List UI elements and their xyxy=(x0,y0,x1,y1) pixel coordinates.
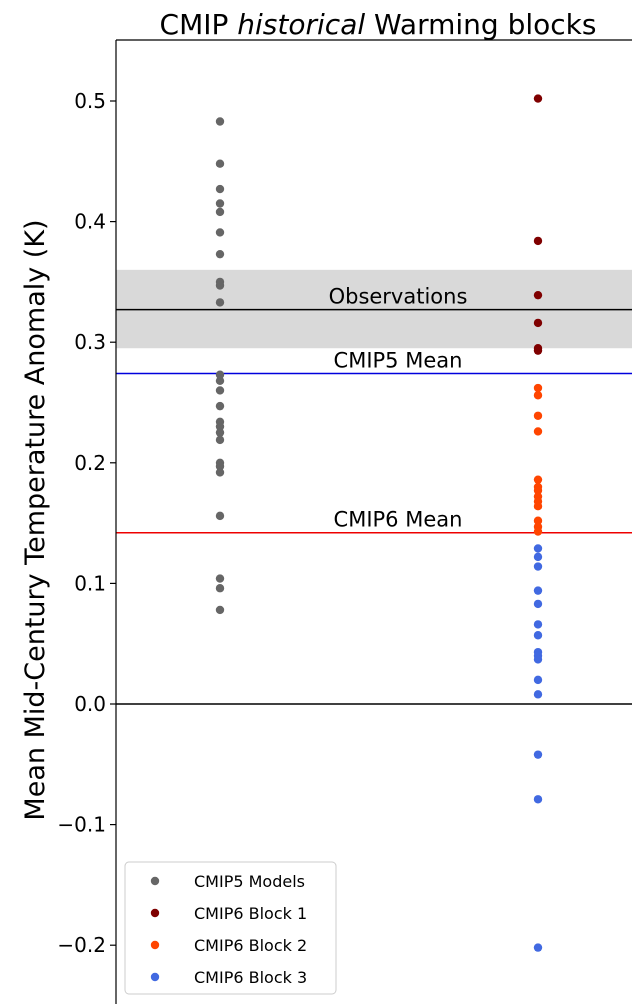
point-cmip6-block-3-11 xyxy=(533,690,543,699)
point-cmip5-models-1 xyxy=(215,159,225,168)
point-cmip6-block-3-1 xyxy=(533,552,543,562)
point-cmip5-models-13 xyxy=(215,401,225,411)
y-tick-label: 0.1 xyxy=(74,571,106,595)
point-cmip6-block-1-0 xyxy=(533,94,543,103)
point-cmip6-block-2-0 xyxy=(533,383,543,393)
point-cmip6-block-3-0 xyxy=(533,544,543,553)
y-tick-label: 0.3 xyxy=(74,330,106,354)
y-tick-label: 0.2 xyxy=(74,451,106,475)
point-cmip6-block-3-6 xyxy=(533,631,543,640)
point-cmip5-models-23 xyxy=(215,584,225,593)
annotation-cmip5-mean: CMIP5 Mean xyxy=(334,349,463,373)
point-cmip6-block-1-1 xyxy=(533,236,543,246)
point-cmip6-block-2-1 xyxy=(533,391,543,400)
point-cmip6-block-2-6 xyxy=(533,486,543,495)
point-cmip6-block-3-14 xyxy=(533,943,543,952)
point-cmip5-models-2 xyxy=(215,184,225,194)
point-cmip5-models-15 xyxy=(215,422,225,431)
legend-marker-cmip5-models xyxy=(150,876,160,886)
point-cmip5-models-17 xyxy=(215,435,225,445)
point-cmip6-block-3-10 xyxy=(533,675,543,685)
legend-label-cmip6-block-3: CMIP6 Block 3 xyxy=(194,968,307,987)
chart-title-part-2: historical xyxy=(237,8,365,41)
y-tick-label: 0.5 xyxy=(74,89,106,113)
y-tick-label: −0.1 xyxy=(57,813,106,837)
point-cmip5-models-11 xyxy=(215,376,225,385)
chart-title: CMIP historical Warming blocks xyxy=(160,8,597,41)
point-cmip6-block-2-3 xyxy=(533,427,543,436)
point-cmip5-models-12 xyxy=(215,386,225,395)
point-cmip5-models-4 xyxy=(215,207,225,217)
data-points xyxy=(215,94,543,952)
legend-label-cmip6-block-2: CMIP6 Block 2 xyxy=(194,936,307,955)
point-cmip5-models-19 xyxy=(215,462,225,471)
legend-marker-cmip6-block-1 xyxy=(150,908,160,918)
point-cmip6-block-3-2 xyxy=(533,562,543,571)
point-cmip6-block-3-12 xyxy=(533,750,543,759)
annotations: Observations CMIP5 Mean CMIP6 Mean xyxy=(329,285,468,532)
chart-title-part-3: Warming blocks xyxy=(365,8,596,41)
annotation-observations: Observations xyxy=(329,285,468,309)
point-cmip5-models-16 xyxy=(215,428,225,437)
point-cmip5-models-10 xyxy=(215,370,225,379)
legend-marker-cmip6-block-3 xyxy=(150,972,160,982)
y-tick-label: −0.2 xyxy=(57,933,106,957)
point-cmip5-models-5 xyxy=(215,228,225,237)
point-cmip6-block-2-2 xyxy=(533,411,543,420)
point-cmip5-models-20 xyxy=(215,468,225,477)
point-cmip6-block-2-10 xyxy=(533,516,543,525)
point-cmip5-models-9 xyxy=(215,298,225,307)
point-cmip6-block-1-5 xyxy=(533,346,543,355)
legend-label-cmip6-block-1: CMIP6 Block 1 xyxy=(194,904,307,923)
point-cmip5-models-22 xyxy=(215,574,225,583)
point-cmip6-block-2-12 xyxy=(533,527,543,536)
point-cmip6-block-1-2 xyxy=(533,290,543,300)
point-cmip5-models-0 xyxy=(215,117,225,126)
annotation-cmip6-mean: CMIP6 Mean xyxy=(334,508,463,532)
point-cmip5-models-24 xyxy=(215,605,225,615)
legend: CMIP5 Models CMIP6 Block 1 CMIP6 Block 2 CM… xyxy=(124,861,337,995)
point-cmip6-block-2-9 xyxy=(533,502,543,511)
chart-title-part-1: CMIP xyxy=(160,8,238,41)
point-cmip6-block-3-3 xyxy=(533,586,543,595)
point-cmip6-block-3-4 xyxy=(533,599,543,609)
point-cmip6-block-3-5 xyxy=(533,620,543,629)
point-cmip5-models-3 xyxy=(215,199,225,208)
point-cmip5-models-6 xyxy=(215,249,225,259)
point-cmip6-block-3-9 xyxy=(533,655,543,664)
legend-box xyxy=(124,861,337,995)
y-axis-label: Mean Mid-Century Temperature Anomaly (K) xyxy=(20,219,51,820)
y-tick-label: 0.4 xyxy=(74,210,106,234)
point-cmip6-block-3-13 xyxy=(533,795,543,804)
y-axis-ticks: −0.2 −0.1 0.0 0.1 0.2 0.3 0.4 0.5 xyxy=(57,89,116,957)
legend-label-cmip5-models: CMIP5 Models xyxy=(194,872,305,891)
point-cmip6-block-2-4 xyxy=(533,475,543,484)
reference-lines xyxy=(116,308,632,705)
point-cmip6-block-1-3 xyxy=(533,318,543,328)
point-cmip5-models-21 xyxy=(215,511,225,521)
legend-marker-cmip6-block-2 xyxy=(150,940,160,950)
point-cmip5-models-8 xyxy=(215,281,225,290)
y-tick-label: 0.0 xyxy=(74,692,106,716)
